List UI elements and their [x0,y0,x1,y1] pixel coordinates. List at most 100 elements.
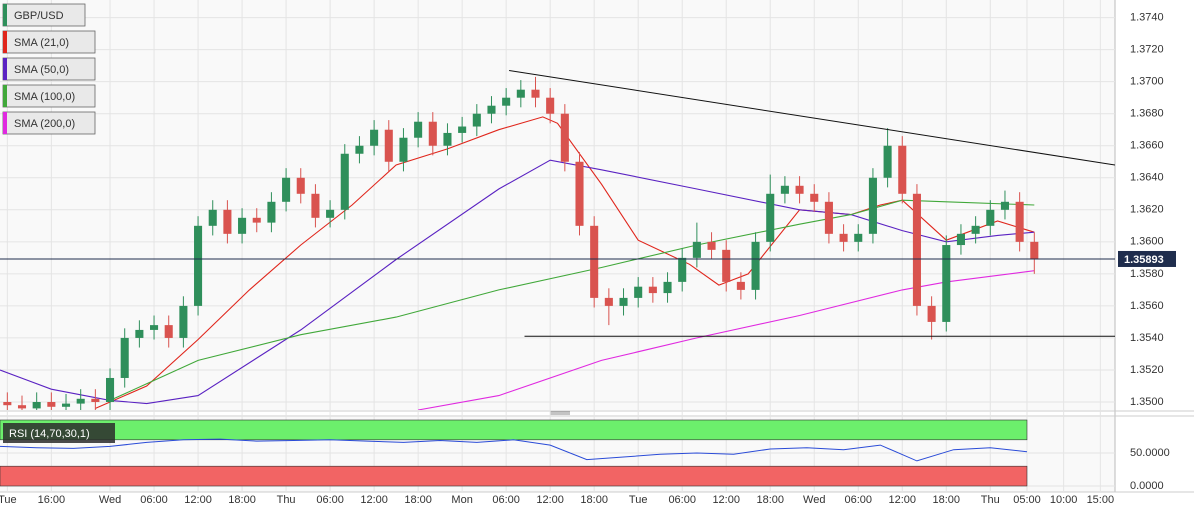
candle-body [91,398,100,402]
legend-entry[interactable]: SMA (50,0) [2,57,96,81]
sma-line [95,116,1035,409]
candle-body [194,225,203,306]
candle-body [648,286,657,294]
rsi-title-box [3,423,115,443]
candle-body [443,132,452,146]
candle-body [619,297,628,306]
y-tick-label: 50.0000 [1130,447,1170,459]
y-tick-label: 1.3680 [1130,108,1164,120]
candle-body [370,129,379,146]
price-plot [0,70,1115,410]
candle-body [971,225,980,234]
x-tick-label: 18:00 [580,494,608,506]
x-tick-label: 18:00 [404,494,432,506]
x-tick-label: 12:00 [536,494,564,506]
candle-body [854,233,863,242]
y-tick-label: 1.3660 [1130,140,1164,152]
x-tick-label: 06:00 [316,494,344,506]
candle-body [546,97,555,114]
y-tick-label: 1.3720 [1130,44,1164,56]
x-tick-label: Mon [451,494,472,506]
y-tick-label: 1.3560 [1130,300,1164,312]
candle-body [105,377,115,402]
candle-body [472,113,481,127]
candle-body [76,398,85,404]
candle-body [604,297,613,306]
candle-body [824,201,833,234]
candle-body [47,401,56,407]
x-tick-label: 15:00 [1087,494,1115,506]
candle-body [663,281,672,294]
y-tick-label: 1.3580 [1130,268,1164,280]
candle-body [883,145,892,178]
candle-body [692,241,701,258]
candle-body [898,145,907,194]
legend-swatch [3,58,7,80]
candle-body [164,325,173,338]
candle-body [780,185,789,194]
candle-body [912,193,921,306]
candle-body [795,185,804,194]
candle-body [810,193,819,202]
legend-entry[interactable]: SMA (21,0) [2,30,96,54]
x-tick-label: 06:00 [844,494,872,506]
x-tick-label: 18:00 [228,494,256,506]
rsi-band [0,419,1028,441]
candle-body [487,105,496,114]
candle-body [707,241,716,250]
x-tick-label: 06:00 [668,494,696,506]
sma-line [418,270,1035,410]
trend-line [509,70,1115,166]
candle-body [575,161,584,226]
candle-body [296,177,305,194]
x-tick-label: Wed [99,494,121,506]
x-tick-label: 18:00 [756,494,784,506]
y-tick-label: 1.3520 [1130,364,1164,376]
legend-swatch [3,31,7,53]
x-tick-label: Thu [981,494,1000,506]
candle-body [399,137,408,162]
candle-body [868,177,877,234]
sma-line [109,199,1035,401]
candle-body [986,209,995,226]
legend-entry[interactable]: SMA (200,0) [2,111,96,135]
x-tick-label: 12:00 [889,494,917,506]
y-tick-label: 1.3740 [1130,12,1164,24]
candle-body [751,241,760,290]
legend-swatch [3,85,7,107]
candle-body [120,337,129,378]
candle-body [634,286,643,298]
candle-body [32,401,41,409]
legend-entry[interactable]: SMA (100,0) [2,84,96,108]
candle-body [267,201,276,223]
last-price-box [1118,250,1176,267]
legend-entry[interactable]: GBP/USD [2,3,86,27]
divider-handle[interactable] [550,411,570,415]
legend-label: GBP/USD [14,10,64,22]
x-tick-label: 06:00 [492,494,520,506]
candle-body [927,305,936,322]
candle-body [428,121,437,146]
candle-body [722,249,731,282]
candle-body [3,401,12,406]
rsi-plot [0,419,1028,487]
candle-body [516,89,525,98]
y-tick-label: 1.3500 [1130,396,1164,408]
candle-body [311,193,320,218]
candle-body [560,113,569,162]
legend-swatch [3,4,7,26]
y-tick-label: 1.3600 [1130,236,1164,248]
x-tick-label: 12:00 [712,494,740,506]
legend-label: SMA (50,0) [14,64,69,76]
candle-body [61,403,71,407]
candle-body [179,305,188,338]
candle-body [1000,201,1010,210]
x-tick-label: Tue [629,494,648,506]
candle-body [458,126,467,133]
legend-label: SMA (21,0) [14,37,69,49]
y-tick-label: 1.3700 [1130,76,1164,88]
candle-body [502,97,511,106]
candle-body [150,325,159,330]
candle-body [282,177,291,202]
